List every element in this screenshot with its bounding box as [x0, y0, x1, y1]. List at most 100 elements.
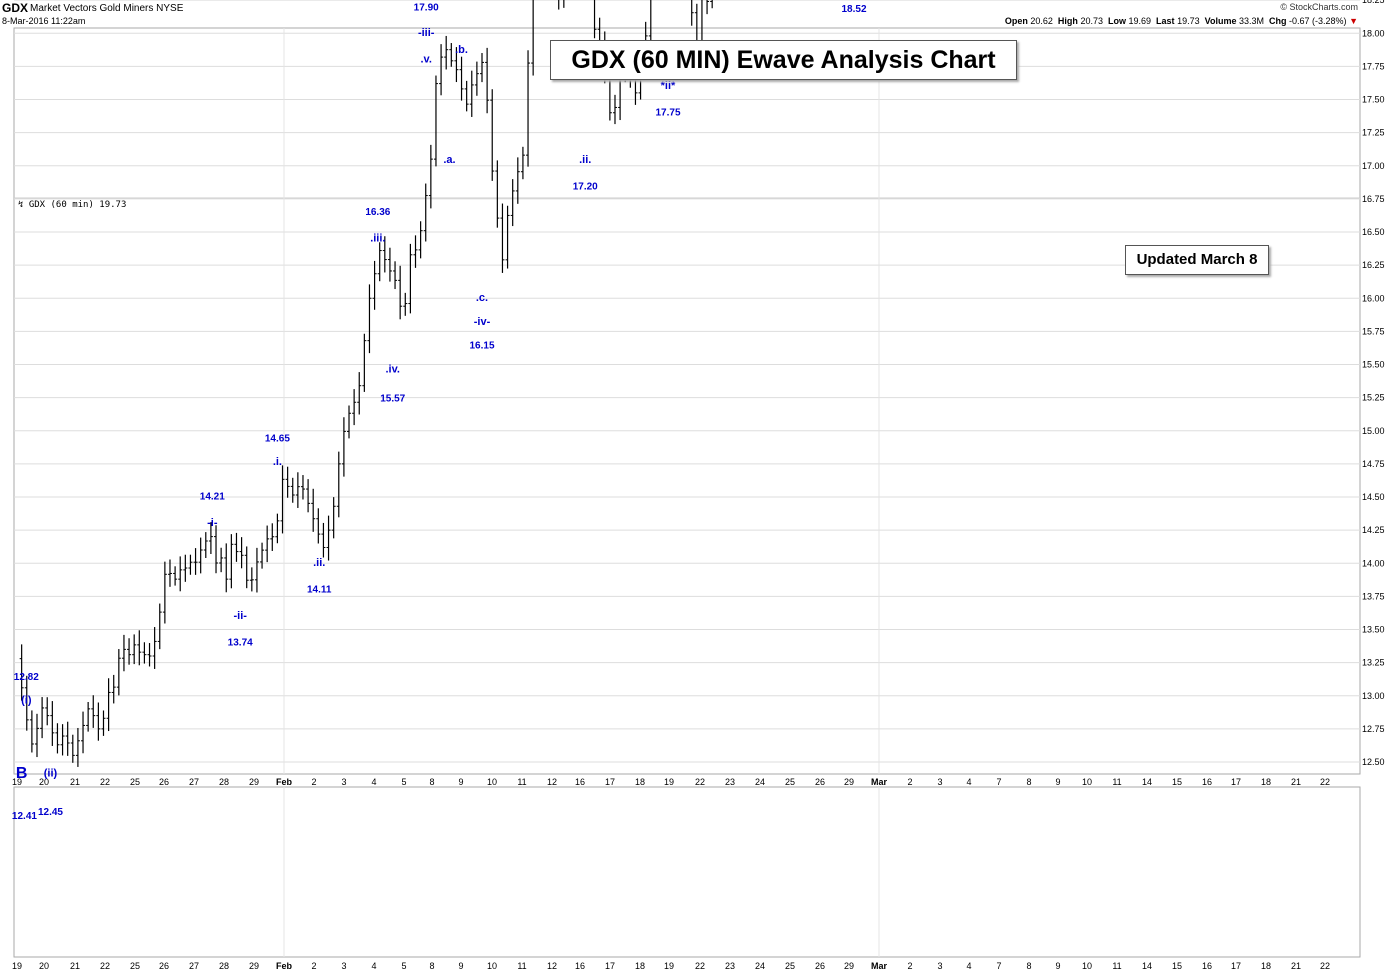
x-tick-label: 2	[907, 777, 912, 787]
x-tick-label: 3	[341, 777, 346, 787]
x-tick-label: 22	[1320, 777, 1330, 787]
y-tick-label: 17.25	[1362, 128, 1385, 138]
y-tick-label: 13.25	[1362, 658, 1385, 668]
y-tick-label: 13.75	[1362, 591, 1385, 601]
wave-label: .v.	[420, 53, 431, 65]
x-tick-label: 21	[1291, 777, 1301, 787]
x-tick-label: 22	[695, 777, 705, 787]
wave-label: 14.65	[265, 433, 290, 444]
x-tick-label-bottom: 19	[12, 961, 22, 971]
x-tick-label-bottom: 16	[1202, 961, 1212, 971]
y-tick-label: 16.50	[1362, 227, 1385, 237]
wave-label: 12.41	[12, 811, 37, 822]
x-tick-label-bottom: 23	[725, 961, 735, 971]
x-tick-label: 11	[517, 777, 526, 787]
x-tick-label-bottom: 28	[219, 961, 229, 971]
x-tick-label: 24	[755, 777, 765, 787]
x-tick-label-bottom: 22	[695, 961, 705, 971]
wave-label: .ii.	[313, 557, 325, 569]
y-tick-label: 15.75	[1362, 326, 1385, 336]
y-tick-label: 18.25	[1362, 0, 1385, 5]
y-tick-label: 15.25	[1362, 393, 1385, 403]
wave-label: -iii-	[418, 27, 435, 39]
x-tick-label-bottom: 22	[1320, 961, 1330, 971]
x-tick-label-bottom: 16	[575, 961, 585, 971]
x-tick-label-bottom: 18	[635, 961, 645, 971]
x-tick-label: 19	[12, 777, 22, 787]
x-tick-label: 20	[39, 777, 49, 787]
wave-label: (i)	[21, 695, 32, 707]
y-tick-label: 13.50	[1362, 625, 1385, 635]
wave-label: .b.	[455, 44, 468, 56]
x-tick-label: 21	[70, 777, 80, 787]
x-tick-label: 3	[937, 777, 942, 787]
y-axis: 20.7520.5020.2520.0019.7519.5019.2519.00…	[1362, 0, 1385, 767]
wave-label: (ii)	[44, 768, 58, 780]
y-tick-label: 14.75	[1362, 459, 1385, 469]
wave-label: .c.	[476, 292, 488, 304]
x-tick-label: 9	[1055, 777, 1060, 787]
wave-label: 14.11	[307, 584, 332, 595]
y-tick-label: 15.50	[1362, 360, 1385, 370]
x-tick-label: 19	[664, 777, 674, 787]
source-credit: © StockCharts.com	[1280, 2, 1358, 12]
x-tick-label-bottom: 17	[605, 961, 615, 971]
y-tick-label: 16.25	[1362, 260, 1385, 270]
y-tick-label: 17.50	[1362, 95, 1385, 105]
quote-line: Open 20.62 High 20.73 Low 19.69 Last 19.…	[1004, 16, 1358, 26]
x-tick-label: 18	[635, 777, 645, 787]
x-tick-label: 23	[725, 777, 735, 787]
x-tick-label-bottom: 29	[249, 961, 259, 971]
x-tick-label: 7	[996, 777, 1001, 787]
x-tick-label: Feb	[276, 777, 293, 787]
x-tick-label-bottom: 5	[401, 961, 406, 971]
x-tick-label-bottom: 4	[966, 961, 971, 971]
x-tick-label-bottom: 19	[664, 961, 674, 971]
x-tick-label-bottom: 26	[815, 961, 825, 971]
y-tick-label: 13.00	[1362, 691, 1385, 701]
x-tick-label-bottom: 29	[844, 961, 854, 971]
x-tick-label: 4	[371, 777, 376, 787]
x-tick-label: 14	[1142, 777, 1152, 787]
grid	[14, 0, 1360, 957]
legend-icon: ↯	[18, 200, 24, 210]
x-tick-label-bottom: 18	[1261, 961, 1271, 971]
x-tick-label: 16	[575, 777, 585, 787]
wave-label: *ii*	[661, 80, 676, 92]
x-tick-label-bottom: 20	[39, 961, 49, 971]
x-tick-label: 10	[1082, 777, 1092, 787]
x-tick-label-bottom: 3	[937, 961, 942, 971]
wave-label: 14.21	[200, 492, 225, 503]
x-tick-label: 17	[605, 777, 615, 787]
chart-legend: ↯ GDX (60 min) 19.73	[18, 200, 127, 210]
x-tick-label: 29	[249, 777, 259, 787]
y-tick-label: 12.75	[1362, 724, 1385, 734]
x-tick-label-bottom: 14	[1142, 961, 1152, 971]
y-tick-label: 15.00	[1362, 426, 1385, 436]
x-tick-label: 15	[1172, 777, 1182, 787]
x-tick-label-bottom: 26	[159, 961, 169, 971]
down-arrow-icon: ▼	[1349, 16, 1358, 26]
y-tick-label: 18.00	[1362, 28, 1385, 38]
y-tick-label: 17.75	[1362, 61, 1385, 71]
wave-label: 18.52	[841, 4, 866, 15]
wave-label: 17.90	[414, 3, 439, 14]
x-tick-label-bottom: Mar	[871, 961, 888, 971]
wave-label: .ii.	[579, 154, 591, 166]
x-tick-label-bottom: Feb	[276, 961, 293, 971]
x-tick-label-bottom: 10	[487, 961, 497, 971]
x-tick-label: 5	[401, 777, 406, 787]
wave-label: .a.	[443, 154, 455, 166]
wave-label: .iv.	[385, 363, 399, 375]
wave-label: 13.74	[228, 637, 253, 648]
wave-label: -i-	[207, 517, 218, 529]
x-tick-label: 16	[1202, 777, 1212, 787]
x-tick-label: 25	[785, 777, 795, 787]
x-tick-label: 18	[1261, 777, 1271, 787]
security-name: Market Vectors Gold Miners NYSE	[30, 3, 184, 14]
x-tick-label-bottom: 12	[547, 961, 557, 971]
x-tick-label: 22	[100, 777, 110, 787]
x-tick-label: 11	[1112, 777, 1121, 787]
x-tick-label: 29	[844, 777, 854, 787]
x-tick-label: 27	[189, 777, 199, 787]
